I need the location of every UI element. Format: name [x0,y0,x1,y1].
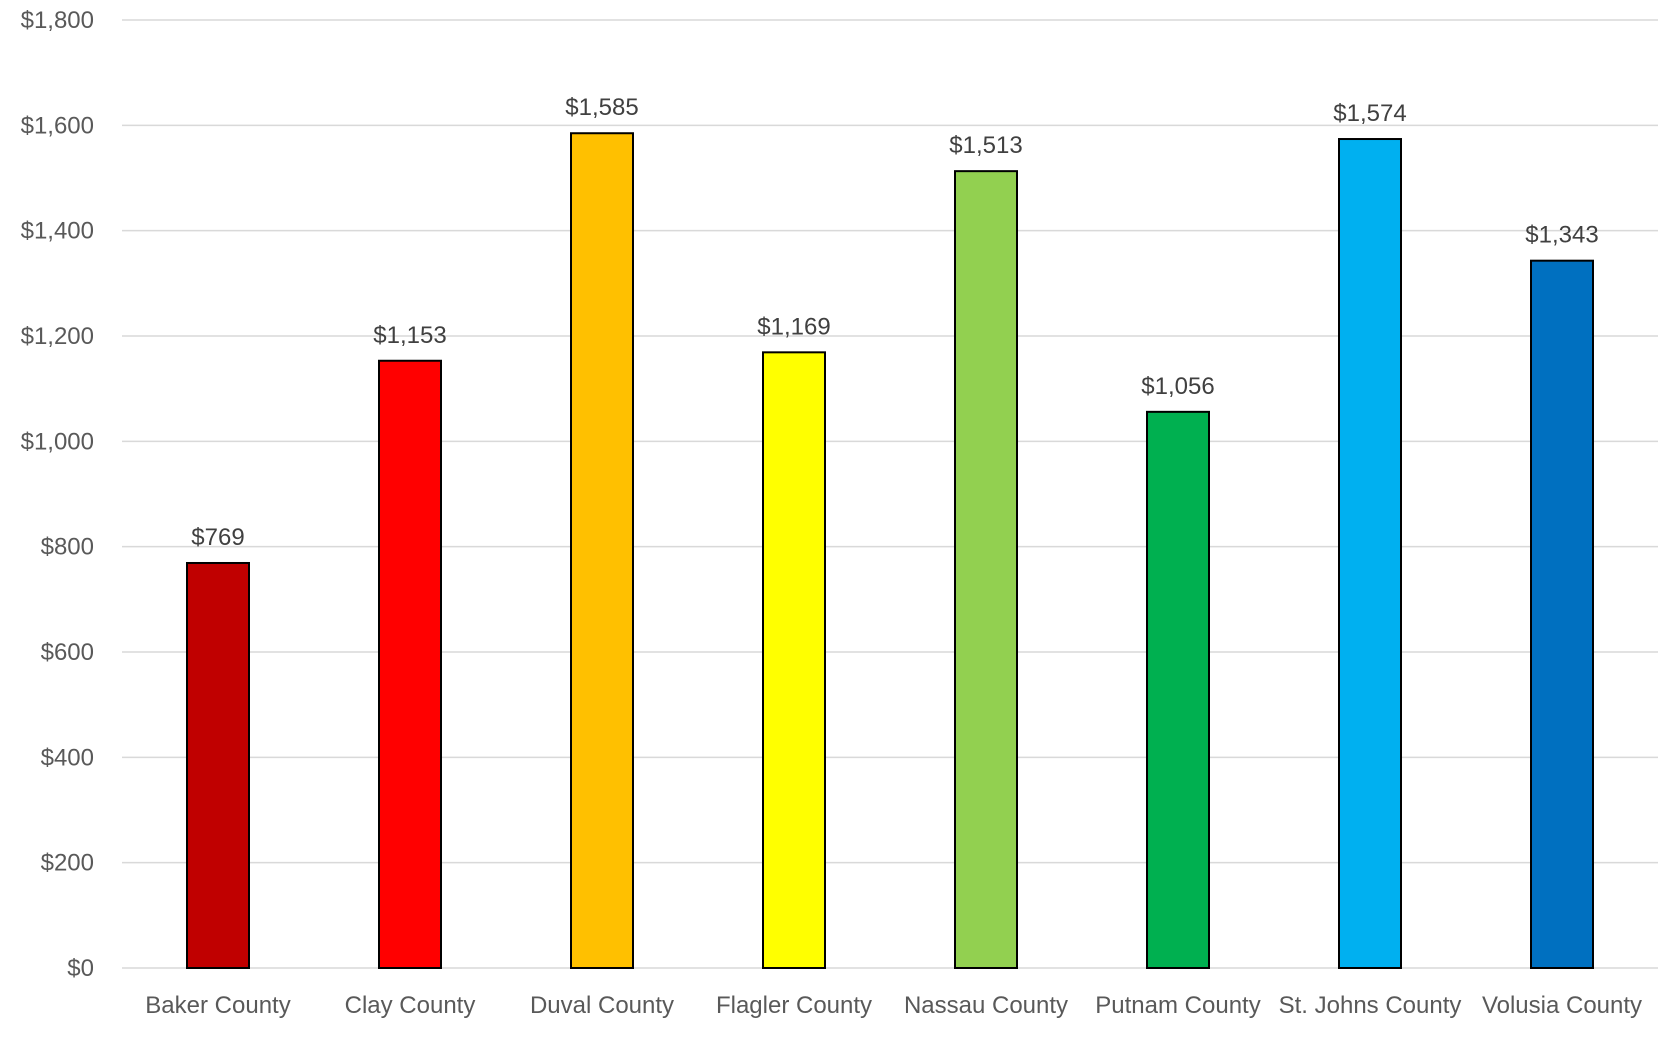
y-axis-tick-labels: $0 $200 $400 $600 $800 $1,000 $1,200 $1,400 $1,6… [21,7,94,982]
x-axis-category-labels: Baker County Clay County Duval County Flagl… [145,992,1642,1019]
bar [762,351,826,969]
bars [186,132,1594,970]
bar [1146,410,1210,969]
x-category-label: St. Johns County [1279,992,1462,1019]
x-category-label: Nassau County [904,992,1068,1019]
data-label: $1,153 [373,322,446,349]
y-tick-label: $400 [41,744,94,771]
bar [1530,259,1594,970]
y-tick-label: $1,600 [21,112,94,139]
bar [570,132,634,969]
data-label: $1,574 [1333,100,1406,127]
data-label: $1,056 [1141,373,1214,400]
x-category-label: Clay County [345,992,476,1019]
data-label: $769 [191,524,244,551]
bar [1338,138,1402,969]
x-category-label: Volusia County [1482,992,1642,1019]
y-tick-label: $1,200 [21,323,94,350]
data-labels: $769 $1,153 $1,585 $1,169 $1,513 $1,056 $1,574… [191,94,1598,551]
y-tick-label: $200 [41,850,94,877]
data-label: $1,169 [757,313,830,340]
bar [954,170,1018,970]
y-tick-label: $800 [41,534,94,561]
y-tick-label: $0 [67,955,94,982]
y-tick-label: $1,000 [21,428,94,455]
x-category-label: Flagler County [716,992,872,1019]
gridlines [122,19,1658,969]
data-label: $1,343 [1525,222,1598,249]
data-label: $1,513 [949,132,1022,159]
x-category-label: Duval County [530,992,674,1019]
x-category-label: Baker County [145,992,290,1019]
bar [186,561,250,969]
y-tick-label: $600 [41,639,94,666]
y-tick-label: $1,800 [21,7,94,34]
data-label: $1,585 [565,94,638,121]
y-tick-label: $1,400 [21,218,94,245]
bar [378,359,442,969]
x-category-label: Putnam County [1095,992,1260,1019]
